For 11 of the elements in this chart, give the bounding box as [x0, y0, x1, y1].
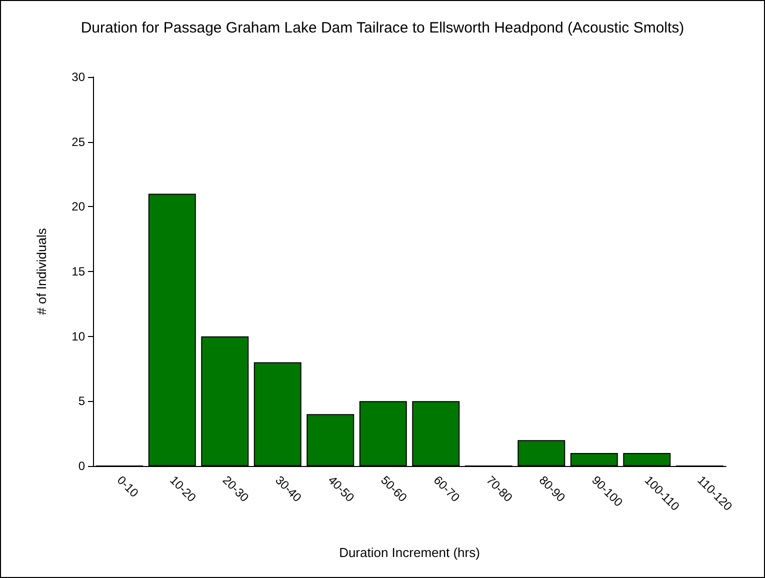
y-tick-label: 25	[72, 134, 86, 149]
y-tick-label: 20	[72, 200, 86, 214]
x-tick-label: 0-10	[114, 473, 142, 500]
y-tick-label: 15	[72, 264, 86, 278]
y-tick-label: 5	[78, 394, 86, 408]
x-axis-title: Duration Increment (hrs)	[339, 545, 480, 560]
y-tick-label: 10	[72, 329, 86, 344]
chart-title: Duration for Passage Graham Lake Dam Tailrace to Ellsworth Headpond (Acoustic Smolts)	[80, 20, 684, 36]
y-tick-label: 0	[78, 459, 86, 473]
y-axis-title: # of Individuals	[34, 228, 49, 315]
y-tick-label: 30	[72, 70, 86, 84]
